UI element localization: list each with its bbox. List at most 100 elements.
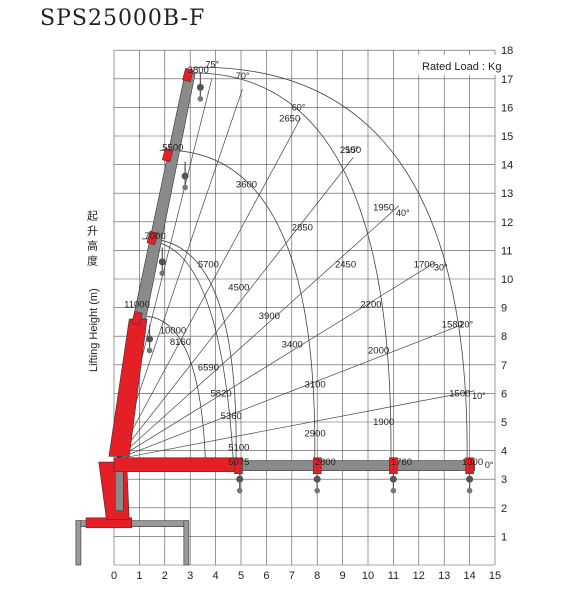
hook: [390, 487, 397, 494]
hook-block: [313, 475, 321, 483]
inclined-boom-joint: [131, 310, 143, 326]
inclined-boom-base: [108, 318, 148, 457]
x-tick-label: 12: [413, 570, 425, 582]
rated-load-value: 8160: [170, 337, 191, 348]
grid: [113, 49, 496, 566]
y-tick-label: 14: [501, 160, 513, 172]
hook-block: [196, 83, 204, 91]
rated-load-value: 5360: [221, 411, 242, 422]
x-tick-label: 4: [213, 570, 219, 582]
rated-load-value: 5100: [228, 443, 249, 454]
x-tick-label: 5: [238, 570, 244, 582]
boom-angle-label: 50°: [345, 145, 359, 155]
boom-angle-ray: [116, 205, 399, 460]
y-tick-label: 5: [501, 417, 507, 429]
boom-angle-ray: [116, 390, 475, 460]
rated-load-value: 6590: [198, 363, 219, 374]
rated-load-value: 1500: [449, 388, 470, 399]
rated-load-value: 1700: [414, 260, 435, 271]
hook: [466, 487, 473, 494]
x-tick-label: 15: [489, 570, 501, 582]
y-tick-label: 2: [501, 503, 507, 515]
x-tick-label: 9: [340, 570, 346, 582]
rated-load-value: 1900: [373, 417, 394, 428]
rated-load-value: 2800: [315, 457, 336, 468]
rated-load-value: 1300: [462, 457, 483, 468]
rated-load-value: 2200: [360, 300, 381, 311]
rated-load-value: 3600: [236, 179, 257, 190]
y-tick-label: 12: [501, 217, 513, 229]
radius-envelope-arc: [192, 66, 468, 465]
rated-load-value: 2150: [340, 145, 361, 156]
y-tick-label: 3: [501, 474, 507, 486]
rated-load-value: 10000: [160, 325, 186, 336]
boom-angle-label: 0°: [485, 460, 494, 470]
rated-load-value: 2850: [292, 222, 313, 233]
x-tick-label: 8: [314, 570, 320, 582]
inclined-boom-joint: [161, 147, 174, 163]
x-tick-label: 2: [162, 570, 168, 582]
rated-load-value: 3100: [305, 380, 326, 391]
y-tick-label: 4: [501, 446, 507, 458]
x-tick-label: 0: [111, 570, 117, 582]
boom-angle-ray: [116, 261, 436, 460]
rated-load-value: 5075: [228, 457, 249, 468]
crane-base-leg: [75, 520, 82, 566]
boom-angle-label: 20°: [459, 320, 473, 330]
y-tick-label: 6: [501, 388, 507, 400]
hook: [197, 96, 204, 102]
crane-base-leg: [183, 520, 190, 566]
boom-angle-label: 60°: [292, 102, 306, 112]
boom-angle-ray: [116, 117, 301, 460]
rated-load-label: Rated Load : Kg: [422, 61, 502, 73]
x-tick-label: 13: [438, 570, 450, 582]
hook-block: [389, 475, 397, 483]
rated-load-value: 11000: [124, 300, 150, 311]
radius-envelope-arc: [141, 238, 237, 465]
y-tick-label: 1: [501, 531, 507, 543]
rated-load-value: 3800: [188, 65, 209, 76]
x-tick-label: 3: [187, 570, 193, 582]
x-tick-label: 10: [362, 570, 374, 582]
y-tick-label: 13: [501, 188, 513, 200]
x-tick-label: 6: [263, 570, 269, 582]
hook: [146, 347, 153, 354]
radius-envelope-arc: [154, 241, 234, 463]
radius-guides: [116, 66, 475, 465]
y-tick-label: 9: [501, 303, 507, 315]
rated-load-value: 1760: [391, 457, 412, 468]
x-tick-label: 14: [463, 570, 475, 582]
hook: [236, 487, 243, 494]
hook-block: [236, 475, 244, 483]
rated-load-value: 3400: [282, 340, 303, 351]
rated-load-value: 5820: [211, 388, 232, 399]
boom-angle-label: 40°: [396, 208, 410, 218]
x-tick-label: 7: [289, 570, 295, 582]
boom-angle-ray: [116, 88, 243, 460]
boom-angle-label: 70°: [236, 71, 250, 81]
chart-title: SPS25000B-F: [40, 6, 206, 31]
labels: 0 1 2 3 4 5 6 7 8 9 10 11 12 13 14 15123456789101112131…: [111, 45, 513, 582]
rated-load-value: 1580: [442, 320, 463, 331]
y-tick-label: 10: [501, 274, 513, 286]
y-tick-label: 7: [501, 360, 507, 372]
hook: [159, 270, 166, 277]
hook-block: [181, 172, 189, 180]
boom-angle-label: 75°: [205, 59, 219, 69]
inclined-boom-telescopic: [132, 72, 196, 320]
y-tick-label: 18: [501, 45, 513, 57]
rated-load-value: 3900: [259, 311, 280, 322]
rated-load-value: 7000: [144, 231, 165, 242]
y-axis-title: 起升高度 Lifting Height (m): [86, 210, 101, 372]
y-tick-label: 8: [501, 331, 507, 343]
y-tick-label: 16: [501, 102, 513, 114]
lift-cylinder: [115, 470, 124, 511]
rated-load-value: 5700: [198, 260, 219, 271]
y-tick-label: 17: [501, 74, 513, 86]
boom-angle-ray: [116, 157, 354, 460]
radius-envelope-arc: [159, 149, 316, 465]
radius-envelope-arc: [187, 72, 392, 465]
y-axis-label-en: Lifting Height (m): [88, 288, 100, 372]
rated-load-value: 2450: [335, 260, 356, 271]
